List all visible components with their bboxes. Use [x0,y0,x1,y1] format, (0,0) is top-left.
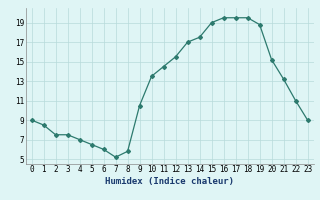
X-axis label: Humidex (Indice chaleur): Humidex (Indice chaleur) [105,177,234,186]
